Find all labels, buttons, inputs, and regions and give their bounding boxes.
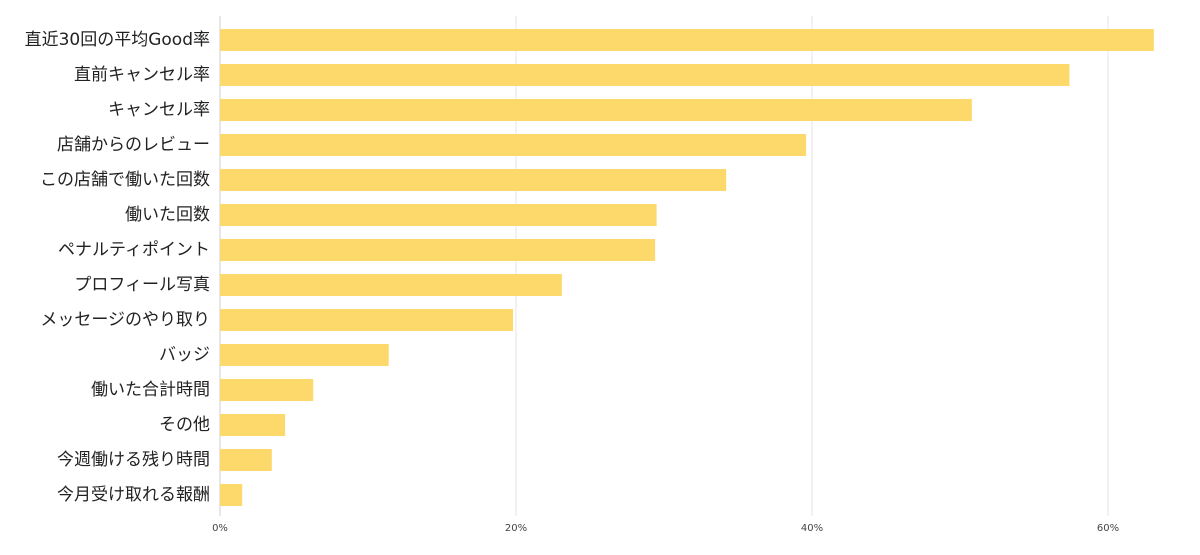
- category-label-layer: 直近30回の平均Good率直前キャンセル率キャンセル率店舗からのレビューこの店舗…: [25, 30, 210, 505]
- bar: [220, 449, 272, 471]
- bar: [220, 379, 314, 401]
- bar: [220, 484, 243, 506]
- bar: [220, 309, 514, 331]
- category-label: 今月受け取れる報酬: [57, 485, 210, 505]
- category-label: ペナルティポイント: [58, 240, 210, 260]
- category-label: 働いた合計時間: [91, 380, 210, 400]
- grid-layer: [219, 16, 1109, 516]
- category-label: その他: [159, 415, 210, 435]
- x-tick-label: 0%: [212, 523, 228, 534]
- bar: [220, 414, 286, 436]
- bar: [220, 99, 972, 121]
- bar-layer: [220, 29, 1154, 506]
- category-label: 今週働ける残り時間: [57, 450, 210, 470]
- x-tick-label: 40%: [801, 523, 823, 534]
- bar: [220, 239, 656, 261]
- category-label: 働いた回数: [125, 205, 210, 225]
- category-label: 店舗からのレビュー: [57, 135, 210, 155]
- x-tick-label: 60%: [1097, 523, 1119, 534]
- category-label: キャンセル率: [108, 100, 210, 120]
- bar: [220, 134, 807, 156]
- bar: [220, 29, 1154, 51]
- category-label: メッセージのやり取り: [40, 310, 210, 330]
- category-label: バッジ: [159, 345, 210, 365]
- category-label: この店舗で働いた回数: [40, 170, 210, 190]
- category-label: 直前キャンセル率: [74, 65, 210, 85]
- x-tick-label: 20%: [505, 523, 527, 534]
- bar: [220, 169, 727, 191]
- tick-label-layer: 0% 20% 40% 60%: [212, 523, 1119, 534]
- category-label: プロフィール写真: [74, 275, 210, 295]
- bar: [220, 344, 389, 366]
- bar: [220, 274, 562, 296]
- category-label: 直近30回の平均Good率: [25, 30, 210, 50]
- bar: [220, 204, 657, 226]
- bar: [220, 64, 1070, 86]
